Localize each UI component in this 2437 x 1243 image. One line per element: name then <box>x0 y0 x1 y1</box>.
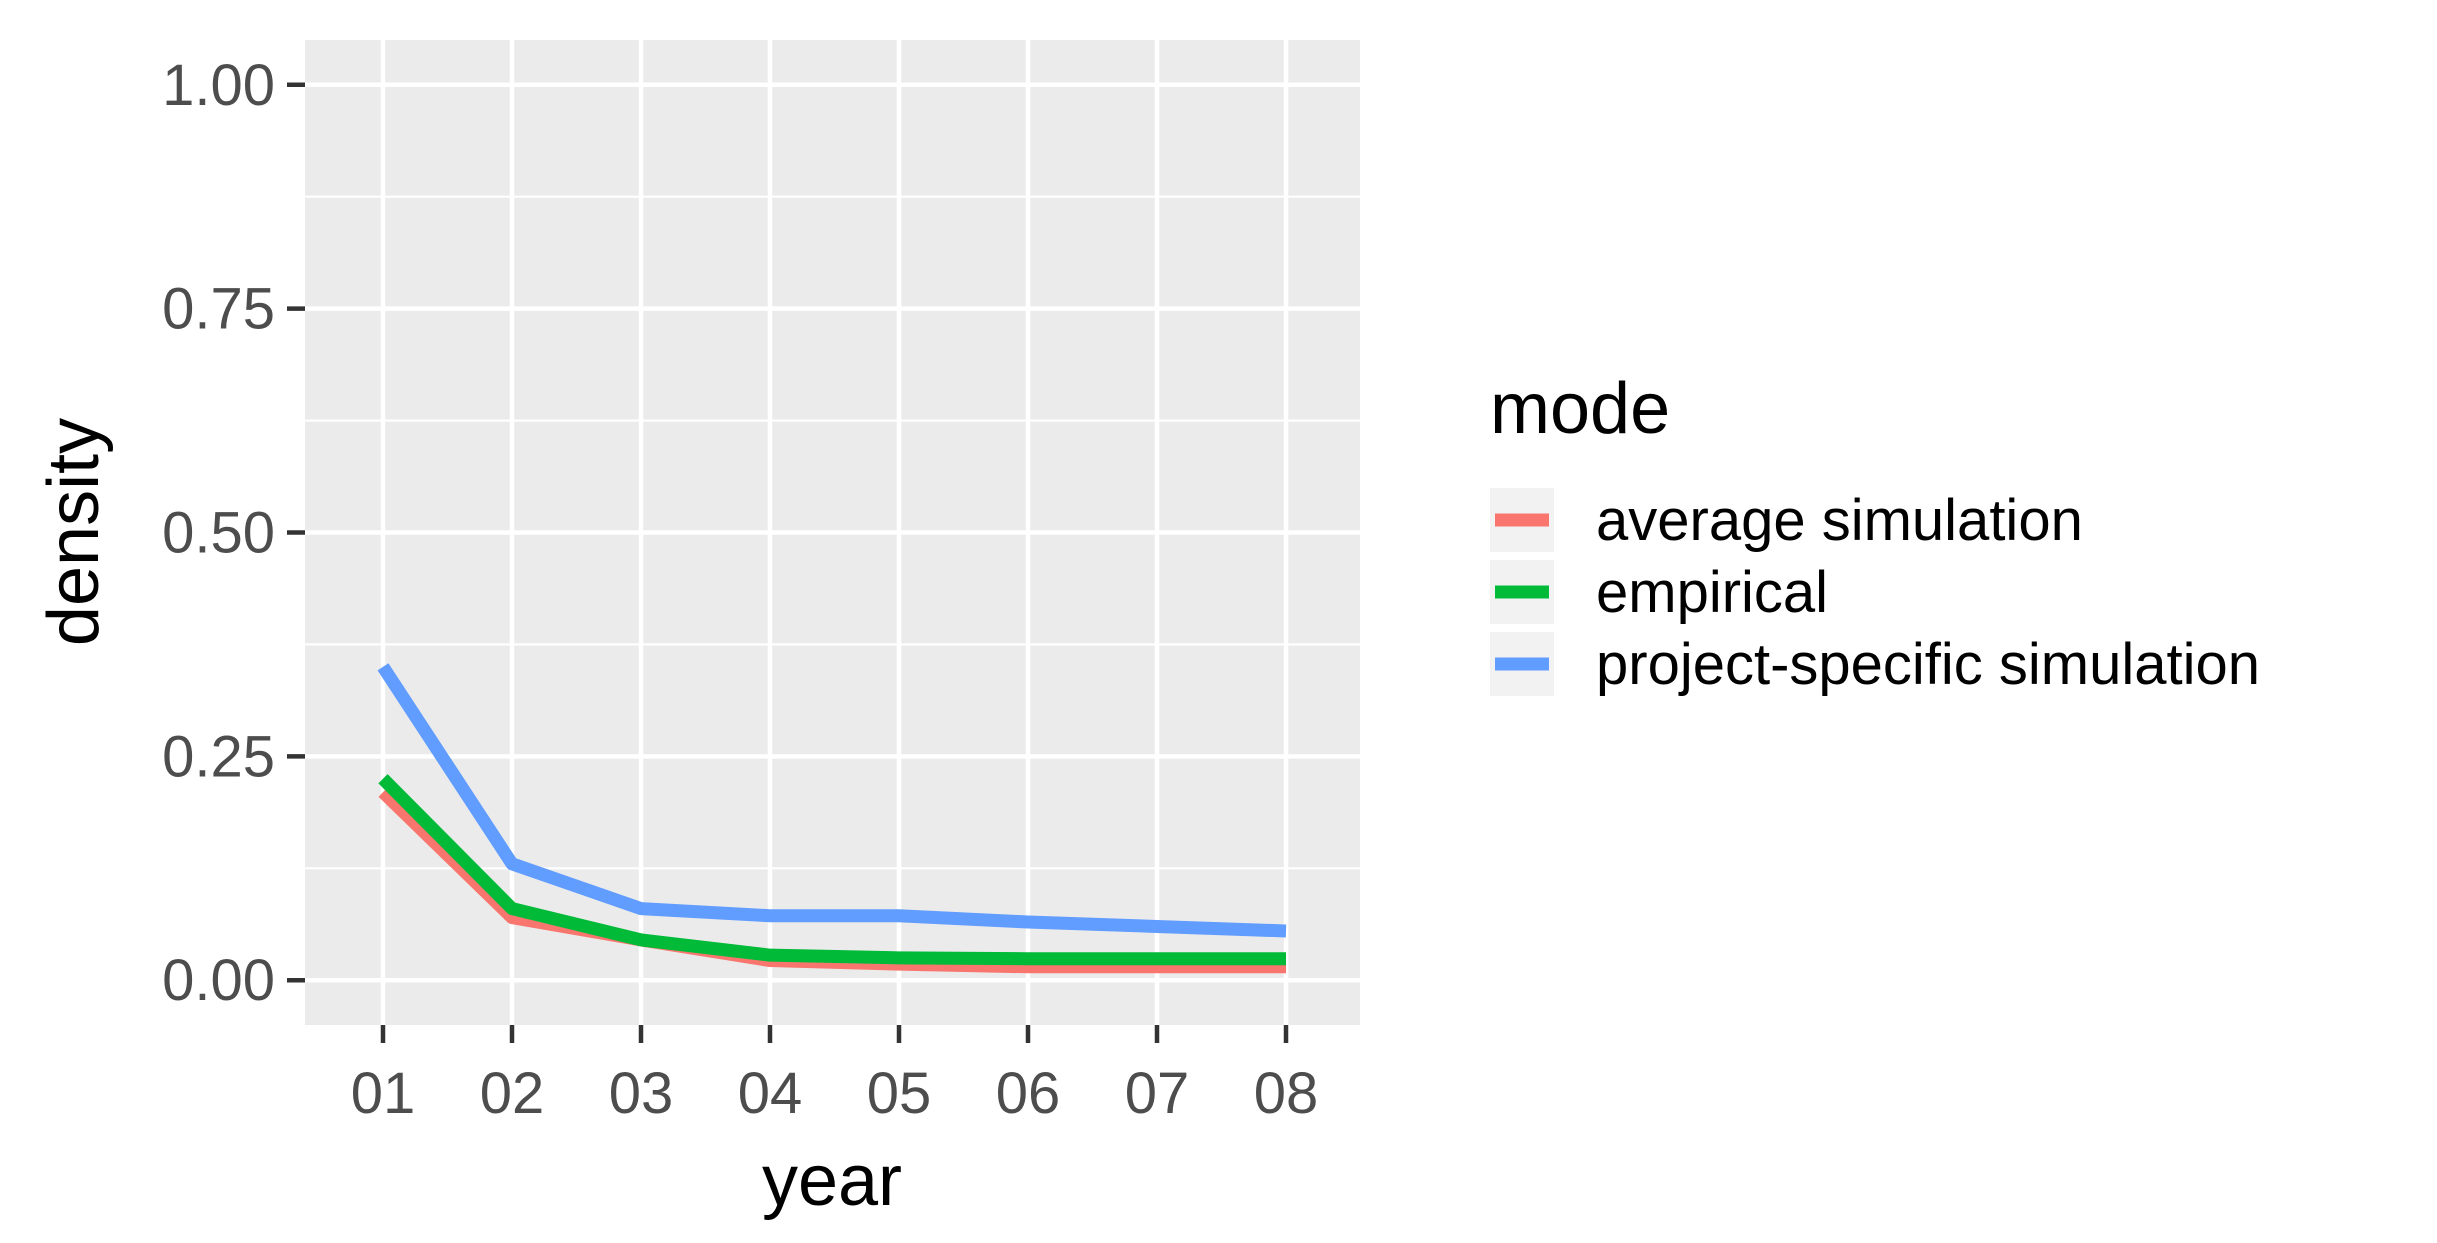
x-tick-label: 06 <box>996 1061 1061 1126</box>
x-tick-label: 08 <box>1254 1061 1319 1126</box>
x-tick-label: 04 <box>738 1061 803 1126</box>
series-line <box>377 663 1287 938</box>
y-tick-label: 0.75 <box>162 277 275 342</box>
x-tick-label: 01 <box>351 1061 416 1126</box>
legend-title: mode <box>1490 369 1670 449</box>
y-tick-label: 1.00 <box>162 53 275 118</box>
x-tick-label: 05 <box>867 1061 932 1126</box>
y-tick-label: 0.25 <box>162 724 275 789</box>
x-tick-label: 02 <box>480 1061 545 1126</box>
series-lines <box>377 663 1287 974</box>
x-tick-label: 07 <box>1125 1061 1190 1126</box>
y-tick-label: 0.00 <box>162 948 275 1013</box>
y-axis-title: density <box>34 418 114 646</box>
x-axis-title: year <box>762 1141 902 1221</box>
legend-label: project-specific simulation <box>1596 632 2260 697</box>
legend: mode average simulation empirical project-… <box>1490 369 2260 697</box>
legend-label: average simulation <box>1596 488 2083 553</box>
x-tick-label: 03 <box>609 1061 674 1126</box>
y-axis: 0.00 0.25 0.50 0.75 1.00 <box>162 53 305 1013</box>
series-line <box>378 774 1286 966</box>
y-tick-label: 0.50 <box>162 501 275 566</box>
x-axis: 01 02 03 04 05 06 07 08 <box>351 1025 1319 1126</box>
legend-label: empirical <box>1596 560 1828 625</box>
